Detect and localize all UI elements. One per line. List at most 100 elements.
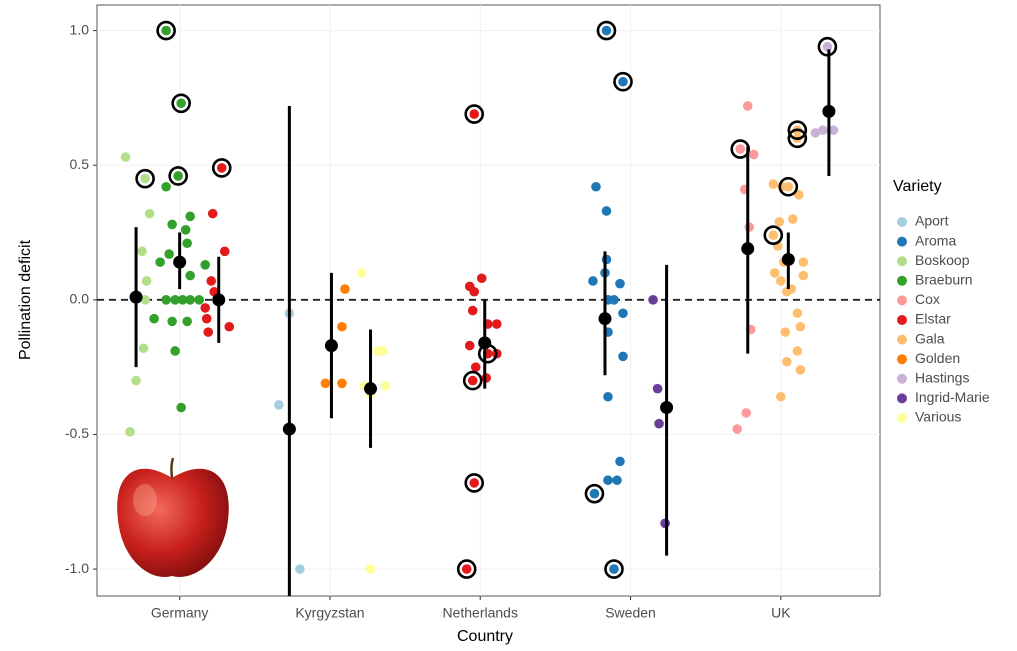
point bbox=[768, 179, 779, 189]
point bbox=[161, 295, 171, 305]
point bbox=[612, 475, 622, 486]
point bbox=[818, 125, 828, 136]
legend-title: Variety bbox=[893, 178, 942, 195]
legend-key bbox=[897, 295, 907, 306]
y-tick-label: 0.5 bbox=[70, 156, 90, 172]
mean-point bbox=[212, 293, 226, 307]
x-tick-label: Netherlands bbox=[442, 605, 518, 621]
point bbox=[173, 171, 183, 181]
highlight-ring bbox=[817, 36, 838, 57]
point bbox=[365, 564, 376, 574]
point bbox=[464, 340, 475, 351]
point bbox=[131, 375, 141, 386]
legend-key bbox=[897, 256, 907, 267]
point bbox=[601, 25, 612, 36]
point bbox=[380, 381, 391, 391]
highlight-ring bbox=[456, 559, 477, 579]
point bbox=[652, 383, 663, 394]
point bbox=[735, 144, 746, 154]
point bbox=[320, 378, 331, 389]
highlight-ring bbox=[763, 225, 784, 246]
point bbox=[798, 270, 809, 281]
point bbox=[609, 564, 619, 574]
point bbox=[618, 308, 628, 319]
highlight-ring bbox=[584, 483, 605, 504]
point bbox=[295, 564, 305, 574]
point bbox=[356, 268, 367, 278]
x-tick-label: Germany bbox=[151, 605, 209, 621]
point bbox=[795, 365, 806, 375]
point bbox=[615, 456, 625, 467]
point bbox=[792, 308, 803, 319]
point bbox=[615, 278, 625, 289]
mean-point bbox=[364, 382, 378, 396]
mean-point bbox=[129, 290, 143, 304]
point bbox=[742, 101, 753, 111]
legend-label: Golden bbox=[915, 350, 960, 366]
point bbox=[774, 216, 785, 227]
highlight-ring bbox=[168, 166, 188, 186]
mean-point bbox=[741, 242, 755, 256]
legend: Aport Aroma Boskoop Braeburn Cox Elstar Gala Go… bbox=[897, 213, 990, 425]
legend-key bbox=[897, 315, 907, 325]
point bbox=[780, 327, 791, 337]
mean-point bbox=[598, 312, 612, 326]
highlight-ring bbox=[464, 104, 485, 124]
legend-key bbox=[897, 275, 907, 286]
point bbox=[144, 208, 155, 219]
legend-label: Gala bbox=[915, 330, 945, 346]
legend-label: Cox bbox=[915, 291, 940, 307]
highlight-ring bbox=[135, 168, 155, 189]
point bbox=[660, 518, 670, 529]
point bbox=[206, 276, 217, 286]
point bbox=[601, 254, 612, 265]
point bbox=[588, 276, 598, 286]
point bbox=[618, 351, 628, 362]
point bbox=[138, 343, 149, 354]
highlight-ring bbox=[156, 20, 176, 41]
point bbox=[176, 402, 186, 413]
legend-key bbox=[897, 334, 907, 345]
legend-key bbox=[897, 217, 907, 227]
highlight-ring bbox=[613, 71, 633, 92]
point bbox=[798, 257, 809, 267]
point bbox=[177, 295, 188, 305]
point bbox=[141, 276, 152, 286]
point bbox=[748, 149, 759, 160]
legend-key bbox=[897, 413, 907, 423]
point bbox=[149, 313, 159, 324]
legend-label: Aport bbox=[915, 213, 949, 229]
highlight-ring bbox=[462, 370, 483, 391]
point bbox=[340, 284, 350, 294]
point bbox=[377, 346, 388, 356]
mean-point bbox=[173, 255, 187, 269]
legend-label: Hastings bbox=[915, 370, 969, 386]
mean-point bbox=[324, 339, 338, 353]
point bbox=[744, 222, 755, 232]
y-tick-label: -1.0 bbox=[65, 560, 89, 576]
point bbox=[769, 268, 780, 278]
point bbox=[167, 219, 177, 230]
point bbox=[180, 225, 191, 235]
highlight-ring bbox=[211, 158, 232, 178]
point bbox=[461, 564, 472, 574]
x-tick-label: Sweden bbox=[605, 605, 656, 621]
point bbox=[591, 181, 601, 192]
point bbox=[161, 181, 171, 192]
point bbox=[768, 230, 779, 241]
mean-point bbox=[282, 422, 296, 436]
legend-label: Ingrid-Marie bbox=[915, 389, 990, 405]
axes: -1.0 -0.5 0.0 0.5 1.0 Germany Kyrgyzstan Nether… bbox=[65, 21, 791, 620]
point bbox=[219, 246, 230, 257]
point bbox=[200, 303, 211, 313]
legend-key bbox=[897, 354, 907, 365]
point bbox=[828, 125, 839, 136]
highlight-ring bbox=[787, 128, 808, 149]
legend-key bbox=[897, 373, 907, 384]
point bbox=[170, 346, 180, 356]
point bbox=[161, 25, 171, 36]
point bbox=[185, 270, 195, 281]
point bbox=[140, 295, 150, 305]
highlight-ring bbox=[464, 473, 485, 493]
